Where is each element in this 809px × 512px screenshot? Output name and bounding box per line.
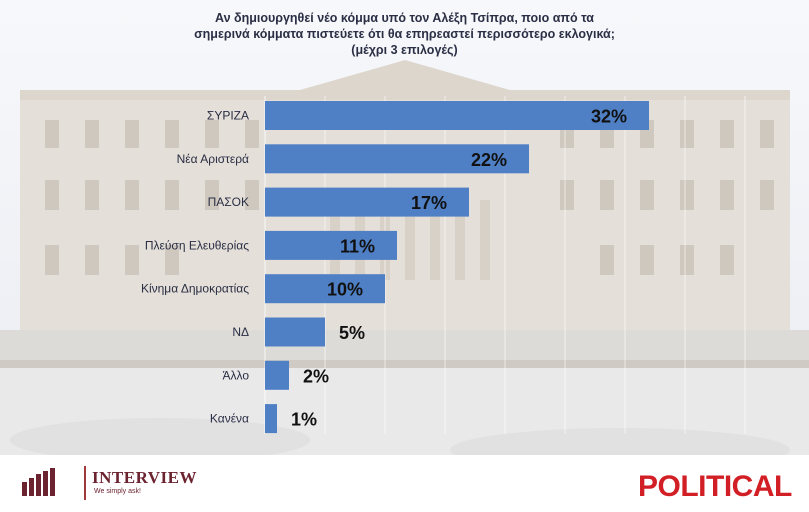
chart-title: Αν δημιουργηθεί νέο κόμμα υπό τον Αλέξη … [120, 10, 689, 58]
value-label: 10% [327, 280, 363, 300]
bar [265, 187, 469, 217]
category-label: Κανένα [210, 412, 249, 426]
value-label: 1% [291, 410, 317, 430]
title-line-3: (μέχρι 3 επιλογές) [351, 43, 458, 57]
category-label: Νέα Αριστερά [177, 152, 249, 166]
value-label: 2% [303, 366, 329, 386]
bar [265, 144, 529, 174]
value-label: 32% [591, 107, 627, 127]
interview-name: INTERVIEW [92, 468, 197, 487]
bar [265, 317, 325, 347]
value-label: 11% [340, 236, 375, 256]
category-label: ΣΥΡΙΖΑ [207, 109, 249, 123]
bar [265, 360, 289, 390]
value-label: 5% [339, 323, 365, 343]
category-label: Πλεύση Ελευθερίας [145, 238, 249, 252]
bar [265, 404, 277, 434]
category-label: ΝΔ [232, 325, 249, 339]
value-label: 22% [471, 150, 507, 170]
political-logo: POLITICAL [638, 470, 792, 503]
interview-logo: INTERVIEW We simply ask! [22, 464, 222, 504]
title-line-2: σημερινά κόμματα πιστεύετε ότι θα επηρεα… [194, 27, 615, 41]
bar [265, 274, 385, 304]
value-label: 17% [411, 193, 447, 213]
title-line-1: Αν δημιουργηθεί νέο κόμμα υπό τον Αλέξη … [215, 11, 594, 25]
bar [265, 101, 649, 130]
interview-tagline: We simply ask! [94, 488, 141, 495]
interview-separator [84, 466, 86, 500]
category-label: Άλλο [222, 368, 249, 382]
bar [265, 230, 397, 260]
interview-bars-icon [22, 468, 55, 496]
category-label: ΠΑΣΟΚ [208, 195, 249, 209]
category-label: Κίνημα Δημοκρατίας [141, 282, 249, 296]
